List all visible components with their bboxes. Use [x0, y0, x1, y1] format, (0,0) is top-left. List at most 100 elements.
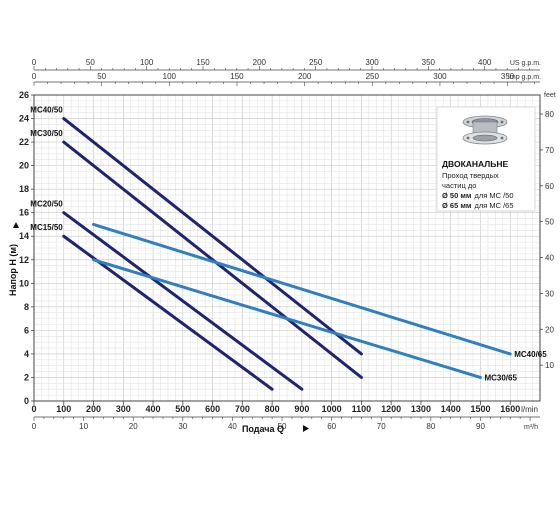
x-tick-label: 1200 — [381, 404, 401, 414]
top-us-tick-label: 0 — [32, 58, 37, 67]
plot-frame — [33, 94, 541, 402]
x-tick-label: 400 — [146, 404, 161, 414]
y-tick-label: 4 — [24, 349, 29, 359]
series-label-mc30-65: MC30/65 — [484, 373, 517, 382]
x-tick-label: 800 — [265, 404, 280, 414]
series-label-mc40-50: MC40/50 — [30, 106, 63, 115]
x-m3h-tick-label: 20 — [129, 422, 138, 431]
axes: 024681012141618202224261020304050607080f… — [19, 58, 556, 431]
series-line-mc20-50 — [62, 211, 304, 391]
x-m3h-tick-label: 10 — [79, 422, 88, 431]
y-tick-label: 26 — [19, 90, 29, 100]
info-line-4: Ø 65 мм для МС /65 — [442, 201, 514, 210]
x-tick-label: 1600 — [500, 404, 520, 414]
top-us-unit: US g.p.m. — [510, 60, 541, 67]
x-unit-lmin: l/min — [521, 405, 538, 414]
x-m3h-tick-label: 70 — [377, 422, 386, 431]
x-axis-title-arrow-icon — [303, 425, 309, 432]
y-right-unit: feet — [544, 92, 556, 99]
x-unit-m3h: m³/h — [524, 424, 538, 431]
y-right-tick-label: 60 — [545, 182, 554, 191]
y-tick-label: 18 — [19, 184, 29, 194]
info-line-3-text: для МС /50 — [474, 191, 513, 200]
x-m3h-tick-label: 90 — [476, 422, 485, 431]
top-us-tick-label: 300 — [365, 58, 379, 67]
series-label-mc20-50: MC20/50 — [30, 200, 63, 209]
y-tick-label: 12 — [19, 255, 29, 265]
top-imp-tick-label: 200 — [298, 72, 312, 81]
x-tick-label: 700 — [235, 404, 250, 414]
series-label-mc30-50: MC30/50 — [30, 129, 63, 138]
x-tick-label: 900 — [294, 404, 309, 414]
top-us-tick-label: 250 — [309, 58, 323, 67]
y-tick-label: 0 — [24, 396, 29, 406]
top-us-tick-label: 400 — [478, 58, 492, 67]
series-labels: MC40/50 MC30/50 MC20/50 MC15/50 MC40/65 MC30/… — [30, 106, 547, 383]
y-right-tick-label: 40 — [545, 254, 554, 263]
x-tick-label: 300 — [116, 404, 131, 414]
x-tick-label: 600 — [205, 404, 220, 414]
top-us-tick-label: 150 — [196, 58, 210, 67]
y-right-tick-label: 10 — [545, 361, 554, 370]
x-m3h-tick-label: 40 — [228, 422, 237, 431]
x-m3h-tick-label: 80 — [426, 422, 435, 431]
top-imp-unit: Imp g.p.m. — [508, 74, 541, 81]
top-imp-tick-label: 250 — [366, 72, 380, 81]
series-line-mc40-50 — [62, 117, 363, 356]
top-us-tick-label: 100 — [140, 58, 154, 67]
top-us-tick-label: 200 — [253, 58, 267, 67]
info-box: ДВОКАНАЛЬНЕ Проход твердых частиц до Ø 5… — [436, 106, 536, 212]
x-tick-label: 0 — [31, 404, 36, 414]
y-right-tick-label: 80 — [545, 110, 554, 119]
y-tick-label: 22 — [19, 137, 29, 147]
y-axis-title: Напор Н (м) — [8, 244, 18, 296]
info-line-1: Проход твердых — [442, 171, 499, 180]
y-tick-label: 24 — [19, 114, 29, 124]
x-m3h-tick-label: 30 — [178, 422, 187, 431]
y-right-tick-label: 30 — [545, 289, 554, 298]
y-tick-label: 14 — [19, 231, 29, 241]
info-line-2: частиц до — [442, 181, 476, 190]
x-tick-label: 1000 — [322, 404, 342, 414]
y-right-tick-label: 20 — [545, 325, 554, 334]
y-tick-label: 2 — [24, 372, 29, 382]
series-line-mc30-50 — [62, 140, 363, 379]
y-tick-label: 8 — [24, 302, 29, 312]
top-imp-tick-label: 150 — [230, 72, 244, 81]
x-m3h-tick-label: 0 — [32, 422, 37, 431]
top-imp-tick-label: 300 — [433, 72, 447, 81]
x-tick-label: 1100 — [352, 404, 372, 414]
y-tick-label: 16 — [19, 208, 29, 218]
x-tick-label: 1300 — [411, 404, 431, 414]
top-imp-tick-label: 50 — [97, 72, 106, 81]
series-label-mc40-65: MC40/65 — [514, 350, 547, 359]
x-tick-label: 500 — [175, 404, 190, 414]
x-m3h-tick-label: 60 — [327, 422, 336, 431]
top-imp-tick-label: 100 — [163, 72, 177, 81]
x-tick-label: 1400 — [441, 404, 461, 414]
series — [62, 117, 512, 391]
top-us-tick-label: 50 — [86, 58, 95, 67]
y-tick-label: 10 — [19, 278, 29, 288]
y-axis-title-arrow-icon — [13, 222, 19, 228]
top-us-tick-label: 350 — [422, 58, 436, 67]
info-line-3-size: Ø 50 мм — [442, 191, 472, 200]
info-title: ДВОКАНАЛЬНЕ — [442, 159, 509, 169]
series-label-mc15-50: MC15/50 — [30, 223, 63, 232]
y-tick-label: 20 — [19, 161, 29, 171]
x-m3h-tick-label: 50 — [278, 422, 287, 431]
x-tick-label: 100 — [56, 404, 71, 414]
series-line-mc30-65 — [92, 258, 482, 379]
info-line-4-text: для МС /65 — [474, 201, 513, 210]
y-right-tick-label: 70 — [545, 146, 554, 155]
flange-pipe-icon — [462, 115, 508, 145]
y-right-tick-label: 50 — [545, 218, 554, 227]
x-tick-label: 1500 — [470, 404, 490, 414]
x-axis-title: Подача Q — [242, 424, 284, 434]
info-line-3: Ø 50 мм для МС /50 — [442, 191, 514, 200]
x-tick-label: 200 — [86, 404, 101, 414]
series-line-mc40-65 — [92, 222, 512, 356]
y-tick-label: 6 — [24, 325, 29, 335]
top-imp-tick-label: 0 — [32, 72, 37, 81]
